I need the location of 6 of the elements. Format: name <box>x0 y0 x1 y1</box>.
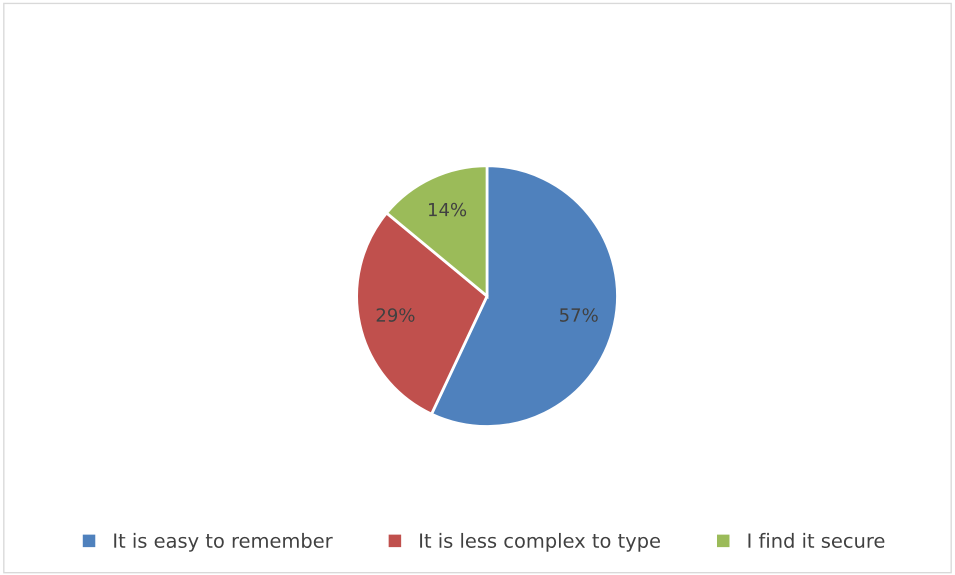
legend-label: It is less complex to type <box>420 532 660 552</box>
legend-label: I find it secure <box>748 532 884 548</box>
data-label: 57% <box>560 308 598 322</box>
data-label: 14% <box>428 202 466 216</box>
data-label: 29% <box>376 308 414 322</box>
legend-label: It is easy to remember <box>114 532 333 552</box>
